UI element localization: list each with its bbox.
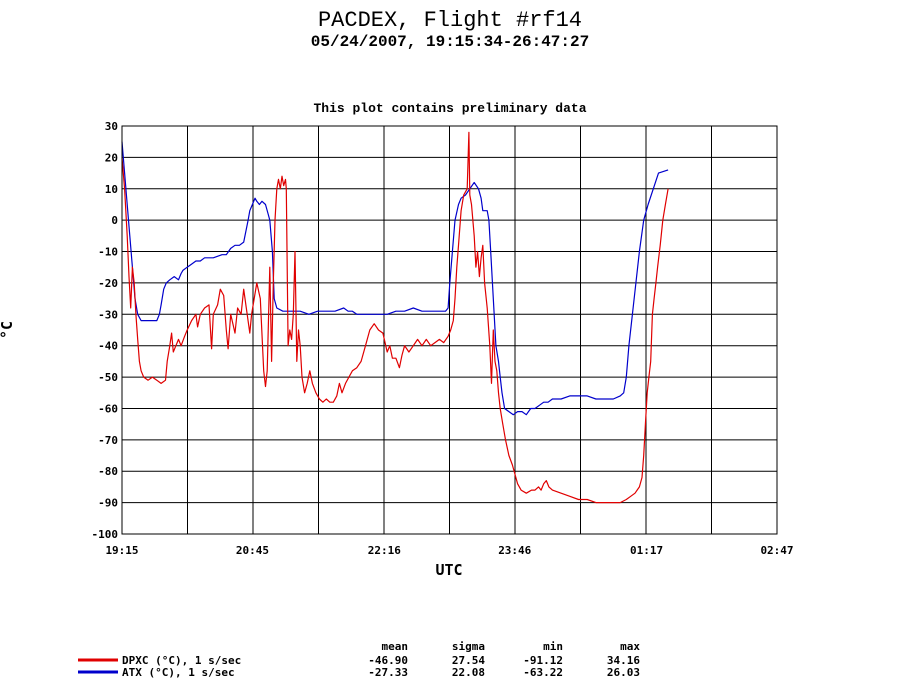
y-tick-label: -90	[98, 497, 118, 510]
y-tick-label: 10	[105, 183, 118, 196]
stats-value: -27.33	[368, 666, 408, 679]
y-tick-label: 0	[111, 214, 118, 227]
legend: mean sigma min max DPXC (°C), 1 s/sec -46.90 2…	[78, 640, 640, 679]
chart-title: PACDEX, Flight #rf14	[318, 8, 582, 33]
series-line-dpxc	[121, 131, 669, 504]
y-tick-label: -80	[98, 465, 118, 478]
chart-subtitle: 05/24/2007, 19:15:34-26:47:27	[311, 33, 589, 51]
stats-value: 27.54	[452, 654, 485, 667]
plot-frame	[121, 125, 778, 535]
y-tick-label: -100	[92, 528, 119, 541]
x-tick-label: 02:47	[760, 544, 793, 557]
y-tick-label: -20	[98, 277, 118, 290]
stats-header: mean	[382, 640, 409, 653]
legend-label: DPXC (°C), 1 s/sec	[122, 654, 241, 667]
y-tick-label: -50	[98, 371, 118, 384]
grid	[122, 125, 777, 535]
y-tick-labels: 30 20 10 0 -10 -20 -30 -40 -50 -60 -70 -80 -90 -100	[92, 120, 119, 541]
stats-header: max	[620, 640, 640, 653]
y-tick-label: 20	[105, 151, 118, 164]
x-tick-label: 22:16	[368, 544, 401, 557]
stats-value: 22.08	[452, 666, 485, 679]
x-tick-label: 20:45	[236, 544, 269, 557]
x-axis-label: UTC	[435, 561, 462, 579]
x-tick-label: 23:46	[498, 544, 531, 557]
x-tick-label: 01:17	[630, 544, 663, 557]
series-line-atx	[121, 141, 669, 416]
y-tick-label: -60	[98, 402, 118, 415]
x-tick-label: 19:15	[105, 544, 138, 557]
stats-value: 34.16	[607, 654, 640, 667]
x-tick-labels: 19:15 20:45 22:16 23:46 01:17 02:47	[105, 544, 793, 557]
stats-value: -63.22	[523, 666, 563, 679]
y-tick-label: -40	[98, 340, 118, 353]
stats-value: -46.90	[368, 654, 408, 667]
y-tick-label: -10	[98, 246, 118, 259]
stats-value: -91.12	[523, 654, 563, 667]
chart-note: This plot contains preliminary data	[313, 101, 586, 116]
y-tick-label: -70	[98, 434, 118, 447]
stats-header: min	[543, 640, 563, 653]
stats-value: 26.03	[607, 666, 640, 679]
y-tick-label: 30	[105, 120, 118, 133]
legend-label: ATX (°C), 1 s/sec	[122, 666, 235, 679]
series-layer	[121, 131, 669, 504]
y-axis-label: °C	[0, 321, 16, 339]
y-tick-label: -30	[98, 308, 118, 321]
stats-header: sigma	[452, 640, 485, 653]
